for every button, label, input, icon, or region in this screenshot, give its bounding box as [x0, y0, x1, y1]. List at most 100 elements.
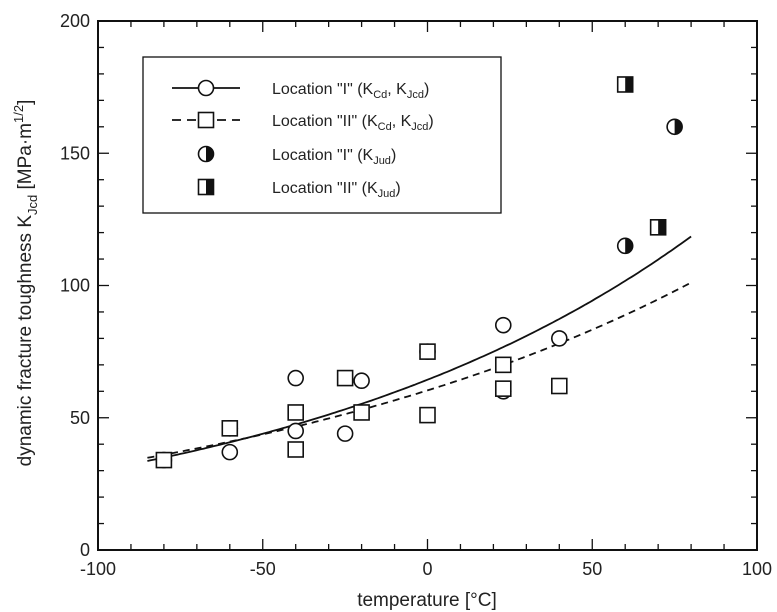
data-point-half-filled-circle — [616, 237, 634, 255]
legend-subscript: Jcd — [407, 89, 424, 101]
data-point-open-square — [494, 356, 512, 374]
marker-fill — [674, 119, 683, 135]
y-axis-label-unit: [MPa·m — [15, 123, 36, 195]
legend-label: Location "I" (KJud) — [272, 147, 396, 167]
legend-text-part: Location "II" (K — [272, 113, 378, 130]
marker-shape — [494, 356, 512, 374]
legend: Location "I" (KCd, KJcd)Location "II" (K… — [142, 56, 502, 214]
x-axis-label: temperature [°C] — [357, 590, 497, 611]
legend-text-part: Location "I" (K — [272, 81, 374, 98]
marker-fill — [658, 219, 666, 235]
y-tick-label: 150 — [60, 143, 90, 163]
data-point-open-square — [287, 404, 305, 421]
marker-shape — [550, 377, 568, 395]
data-point-open-square — [494, 380, 512, 397]
legend-text-part: , K — [392, 113, 412, 130]
data-point-open-square — [550, 377, 568, 395]
data-point-open-square — [336, 369, 354, 387]
data-point-open-square — [353, 404, 370, 421]
y-tick-label: 100 — [60, 276, 90, 296]
x-tick-label: 100 — [742, 559, 772, 579]
fit-lines — [147, 235, 692, 462]
y-axis-label-close: ] — [15, 100, 36, 105]
legend-entry: Location "II" (KCd, KJcd) — [172, 111, 434, 133]
data-point-half-filled-square — [616, 76, 634, 93]
legend-marker — [197, 178, 215, 196]
data-point-open-circle — [336, 425, 354, 442]
marker-shape — [155, 451, 173, 469]
legend-marker — [197, 111, 215, 129]
legend-subscript: Cd — [373, 89, 387, 101]
legend-text-part: ) — [428, 113, 433, 130]
marker-shape — [494, 380, 512, 397]
data-point-open-square — [155, 451, 173, 469]
x-tick-label: -100 — [80, 559, 116, 579]
marker-shape — [221, 443, 239, 461]
legend-subscript: Jud — [373, 155, 391, 167]
fit-line-location-I — [147, 235, 692, 462]
data-point-open-circle — [287, 369, 305, 387]
marker-shape — [353, 404, 370, 421]
marker-shape — [197, 111, 215, 129]
data-point-open-circle — [353, 372, 370, 390]
marker-shape — [221, 420, 239, 437]
y-tick-label: 200 — [60, 11, 90, 31]
legend-subscript: Cd — [378, 121, 392, 133]
y-axis-label: dynamic fracture toughness KJcd [MPa·m1/… — [11, 100, 40, 467]
legend-text-part: , K — [387, 81, 407, 98]
legend-text-part: Location "II" (K — [272, 180, 378, 197]
y-axis-label-sup: 1/2 — [11, 105, 26, 123]
x-tick-label: 50 — [582, 559, 602, 579]
y-axis-label-sub: Jcd — [25, 195, 40, 215]
marker-shape — [287, 369, 305, 387]
tick-labels: -100 -50 0 50 100 0 50 100 150 200 — [60, 11, 772, 579]
legend-entry: Location "I" (KCd, KJcd) — [172, 79, 429, 101]
legend-text-part: Location "I" (K — [272, 147, 374, 164]
y-tick-label: 50 — [70, 408, 90, 428]
data-point-open-circle — [287, 422, 305, 440]
x-tick-label: -50 — [250, 559, 276, 579]
legend-subscript: Jud — [378, 188, 396, 200]
fit-line-location-II — [147, 281, 692, 459]
data-point-open-square — [419, 343, 436, 360]
data-markers — [155, 76, 683, 469]
legend-marker — [197, 145, 215, 163]
marker-shape — [287, 441, 305, 458]
data-point-open-circle — [221, 443, 239, 461]
legend-label: Location "II" (KJud) — [272, 180, 401, 200]
marker-shape — [197, 79, 215, 97]
marker-shape — [419, 343, 436, 360]
marker-shape — [419, 406, 436, 424]
legend-marker — [197, 79, 215, 97]
marker-shape — [336, 369, 354, 387]
y-tick-label: 0 — [80, 540, 90, 560]
legend-entry: Location "I" (KJud) — [197, 145, 396, 167]
data-point-half-filled-circle — [666, 118, 683, 136]
marker-fill — [625, 76, 633, 92]
marker-shape — [287, 404, 305, 421]
x-tick-label: 0 — [422, 559, 432, 579]
marker-shape — [494, 316, 512, 334]
marker-fill — [625, 238, 633, 254]
data-point-open-circle — [494, 316, 512, 334]
legend-label: Location "II" (KCd, KJcd) — [272, 113, 434, 133]
data-point-open-square — [221, 420, 239, 437]
data-point-open-square — [419, 406, 436, 424]
data-point-open-circle — [550, 330, 568, 347]
marker-fill — [206, 146, 214, 162]
marker-shape — [550, 330, 568, 347]
marker-shape — [287, 422, 305, 440]
legend-subscript: Jcd — [411, 121, 428, 133]
y-axis-label-main: dynamic fracture toughness K — [15, 215, 36, 467]
axis-ticks — [97, 20, 758, 551]
legend-label: Location "I" (KCd, KJcd) — [272, 81, 429, 101]
marker-fill — [206, 179, 214, 195]
data-point-open-square — [287, 441, 305, 458]
legend-text-part: ) — [391, 147, 396, 164]
legend-entry: Location "II" (KJud) — [197, 178, 401, 200]
legend-text-part: ) — [395, 180, 400, 197]
legend-text-part: ) — [424, 81, 429, 98]
marker-shape — [353, 372, 370, 390]
marker-shape — [336, 425, 354, 442]
